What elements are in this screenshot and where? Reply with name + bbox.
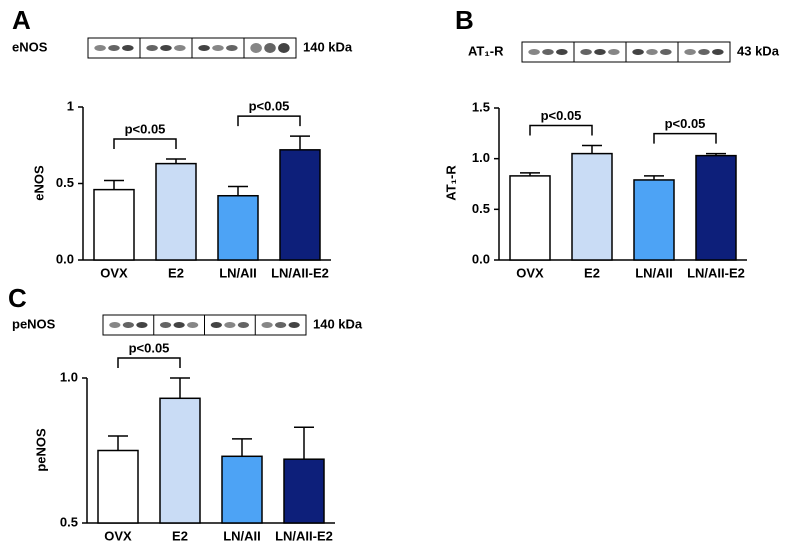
bar [97, 449, 139, 524]
blot-band [542, 49, 554, 55]
x-tick-label: LN/AII-E2 [687, 265, 745, 280]
significance-label: p<0.05 [665, 116, 706, 131]
blot-band [146, 45, 158, 51]
y-axis-label: peNOS [33, 428, 48, 472]
blot-band [274, 322, 287, 328]
panel-letter: B [455, 5, 474, 35]
x-tick-label: LN/AII [219, 265, 257, 280]
y-tick-label: 0.5 [472, 201, 490, 216]
blot-band [288, 322, 300, 328]
significance-bracket [529, 124, 593, 136]
blot-band [122, 322, 135, 328]
panel-letter: A [12, 5, 31, 35]
blot-band [608, 49, 620, 55]
y-tick-label: 0.0 [56, 251, 74, 266]
blot-label: AT₁-R [468, 43, 504, 58]
x-tick-label: LN/AII [635, 265, 673, 280]
blot-band [712, 49, 724, 55]
blot-band [160, 45, 172, 51]
significance-label: p<0.05 [125, 121, 166, 136]
blot-band [261, 322, 273, 328]
bar [155, 162, 197, 261]
blot-band [684, 49, 696, 55]
blot-band [278, 43, 290, 53]
blot-band [226, 45, 238, 51]
significance-bracket [653, 132, 717, 144]
significance-bracket [117, 357, 181, 368]
bar [283, 458, 325, 524]
x-tick-label: OVX [516, 265, 544, 280]
blot-band [580, 49, 592, 55]
y-tick-label: 1.0 [60, 369, 78, 384]
x-tick-label: OVX [104, 528, 132, 543]
blot-band [632, 49, 644, 55]
blot-band [108, 45, 120, 51]
blot-band [264, 43, 276, 53]
x-tick-label: E2 [168, 265, 184, 280]
bar [633, 179, 675, 261]
bar [695, 154, 737, 261]
blot-band [698, 49, 710, 55]
bar [217, 194, 259, 261]
y-tick-label: 1 [67, 98, 74, 113]
significance-label: p<0.05 [129, 340, 170, 355]
y-tick-label: 1.5 [472, 99, 490, 114]
y-tick-label: 0.5 [56, 175, 74, 190]
blot-band [210, 322, 222, 328]
blot-band [109, 322, 121, 328]
blot-band [94, 45, 106, 51]
blot-band [237, 322, 250, 328]
y-axis-label: eNOS [31, 165, 46, 201]
blot-band [660, 49, 672, 55]
blot-size: 140 kDa [303, 39, 353, 54]
x-tick-label: E2 [584, 265, 600, 280]
blot-band [173, 322, 185, 328]
bar [93, 188, 135, 261]
blot-band [594, 49, 606, 55]
significance-bracket [113, 138, 177, 150]
x-tick-label: E2 [172, 528, 188, 543]
blot-band [224, 322, 236, 328]
y-tick-label: 0.0 [472, 251, 490, 266]
blot-label: peNOS [12, 316, 56, 331]
blot-band [528, 49, 540, 55]
x-tick-label: LN/AII-E2 [275, 528, 333, 543]
blot-band [187, 322, 199, 328]
blot-band [136, 322, 148, 328]
blot-band [212, 45, 224, 51]
significance-label: p<0.05 [249, 99, 290, 114]
blot-label: eNOS [12, 39, 48, 54]
x-tick-label: LN/AII [223, 528, 261, 543]
blot-size: 43 kDa [737, 43, 780, 58]
y-tick-label: 0.5 [60, 514, 78, 529]
y-tick-label: 1.0 [472, 150, 490, 165]
bar [221, 455, 263, 524]
blot-band [198, 45, 210, 51]
blot-size: 140 kDa [313, 316, 363, 331]
x-tick-label: LN/AII-E2 [271, 265, 329, 280]
blot-band [159, 322, 172, 328]
bar [509, 175, 551, 261]
blot-band [174, 45, 186, 51]
significance-bracket [237, 115, 301, 127]
blot-band [122, 45, 134, 51]
bar [159, 397, 201, 524]
bar [279, 149, 321, 261]
bar [571, 152, 613, 261]
significance-label: p<0.05 [541, 108, 582, 123]
blot-band [250, 43, 262, 53]
blot-band [646, 49, 658, 55]
blot-band [556, 49, 568, 55]
panel-letter: C [8, 283, 27, 313]
y-axis-label: AT₁-R [443, 165, 458, 201]
x-tick-label: OVX [100, 265, 128, 280]
